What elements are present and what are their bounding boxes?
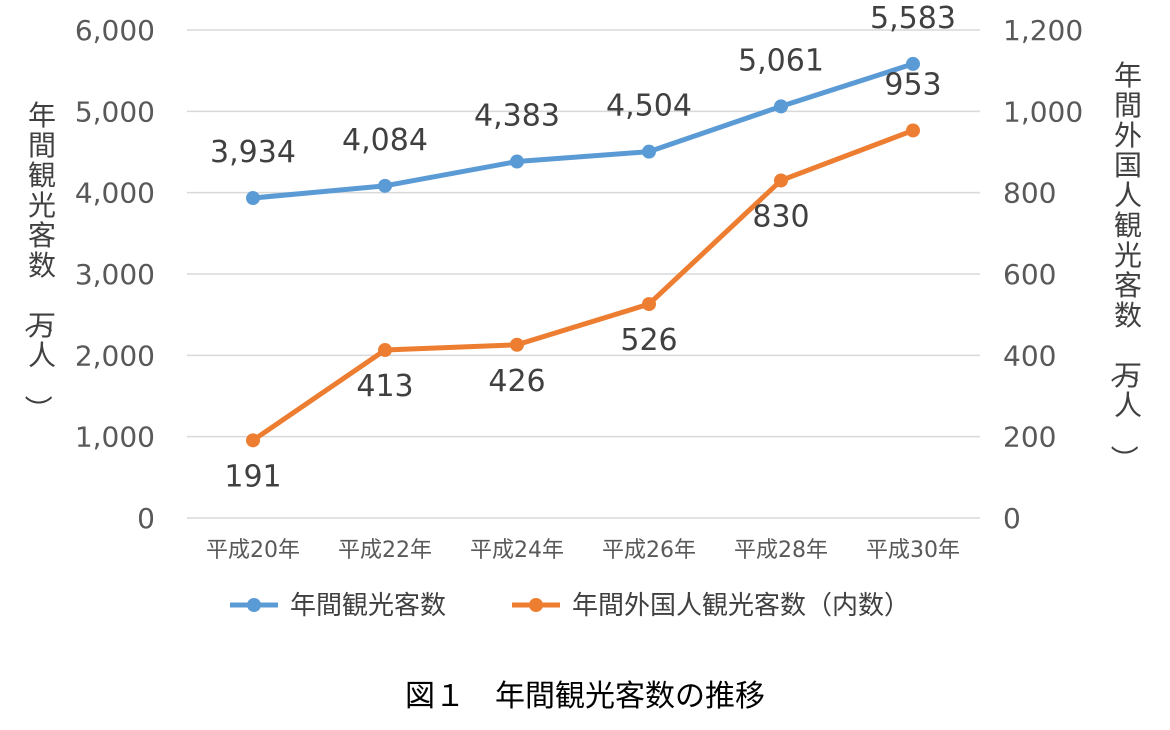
gridlines [187, 29, 980, 519]
series-group: 3,934 4,084 4,383 4,504 5,061 5,583 191 413 426 5… [210, 1, 956, 494]
right-tick-label: 400 [1003, 339, 1056, 372]
right-axis-ticks: 0 200 400 600 800 1,000 1,200 [1003, 14, 1083, 535]
data-label: 4,383 [474, 99, 560, 134]
right-tick-label: 600 [1003, 258, 1056, 291]
x-tick-label: 平成24年 [470, 538, 564, 563]
series-line-2 [251, 128, 914, 443]
right-tick-label: 1,200 [1003, 14, 1083, 47]
left-tick-label: 3,000 [75, 258, 155, 291]
series-line-1 [252, 61, 914, 201]
axis-title-text: 年間外国人観光客数（万人） [1107, 59, 1142, 473]
left-tick-label: 6,000 [75, 14, 155, 47]
left-tick-label: 1,000 [75, 421, 155, 454]
data-point [774, 99, 788, 114]
legend: 年間観光客数 年間外国人観光客数（内数） [230, 591, 910, 621]
data-point [510, 154, 524, 169]
data-label: 4,084 [342, 123, 428, 158]
axis-title-text: 年間観光客数（万人） [21, 99, 56, 423]
data-point [774, 173, 788, 188]
x-tick-label: 平成26年 [602, 538, 696, 563]
left-axis-ticks: 0 1,000 2,000 3,000 4,000 5,000 6,000 [75, 14, 155, 535]
data-point [642, 144, 656, 159]
x-tick-label: 平成30年 [866, 538, 960, 563]
data-point [510, 337, 524, 352]
x-tick-label: 平成20年 [206, 538, 300, 563]
data-label: 830 [752, 199, 809, 234]
right-tick-label: 0 [1003, 502, 1021, 535]
left-tick-label: 5,000 [75, 95, 155, 128]
x-tick-label: 平成22年 [338, 538, 432, 563]
data-point [246, 433, 260, 448]
left-axis-title: 年間観光客数（万人） [21, 99, 56, 423]
data-label: 953 [884, 67, 941, 102]
x-tick-label: 平成28年 [734, 538, 828, 563]
right-tick-label: 1,000 [1003, 95, 1083, 128]
figure-caption: 図１ 年間観光客数の推移 [405, 679, 765, 714]
data-label: 5,061 [738, 43, 824, 78]
data-point [246, 191, 260, 206]
data-label: 4,504 [606, 89, 692, 124]
data-label: 3,934 [210, 135, 296, 170]
left-tick-label: 2,000 [75, 339, 155, 372]
data-label: 191 [224, 459, 281, 494]
data-point [642, 297, 656, 312]
x-axis-ticks: 平成20年 平成22年 平成24年 平成26年 平成28年 平成30年 [206, 538, 960, 563]
left-tick-label: 4,000 [75, 177, 155, 210]
data-label: 413 [356, 369, 413, 404]
data-point [906, 56, 920, 71]
data-point [378, 343, 392, 358]
data-label: 5,583 [870, 1, 956, 36]
legend-swatch-marker [247, 598, 261, 612]
data-label: 426 [488, 364, 545, 399]
legend-label: 年間外国人観光客数（内数） [572, 591, 910, 621]
data-point [378, 178, 392, 193]
data-label: 526 [620, 323, 677, 358]
data-point [906, 123, 920, 138]
right-tick-label: 200 [1003, 421, 1056, 454]
legend-swatch-marker [529, 598, 543, 612]
right-tick-label: 800 [1003, 177, 1056, 210]
right-axis-title: 年間外国人観光客数（万人） [1107, 59, 1142, 473]
legend-label: 年間観光客数 [290, 591, 446, 621]
left-tick-label: 0 [137, 502, 155, 535]
